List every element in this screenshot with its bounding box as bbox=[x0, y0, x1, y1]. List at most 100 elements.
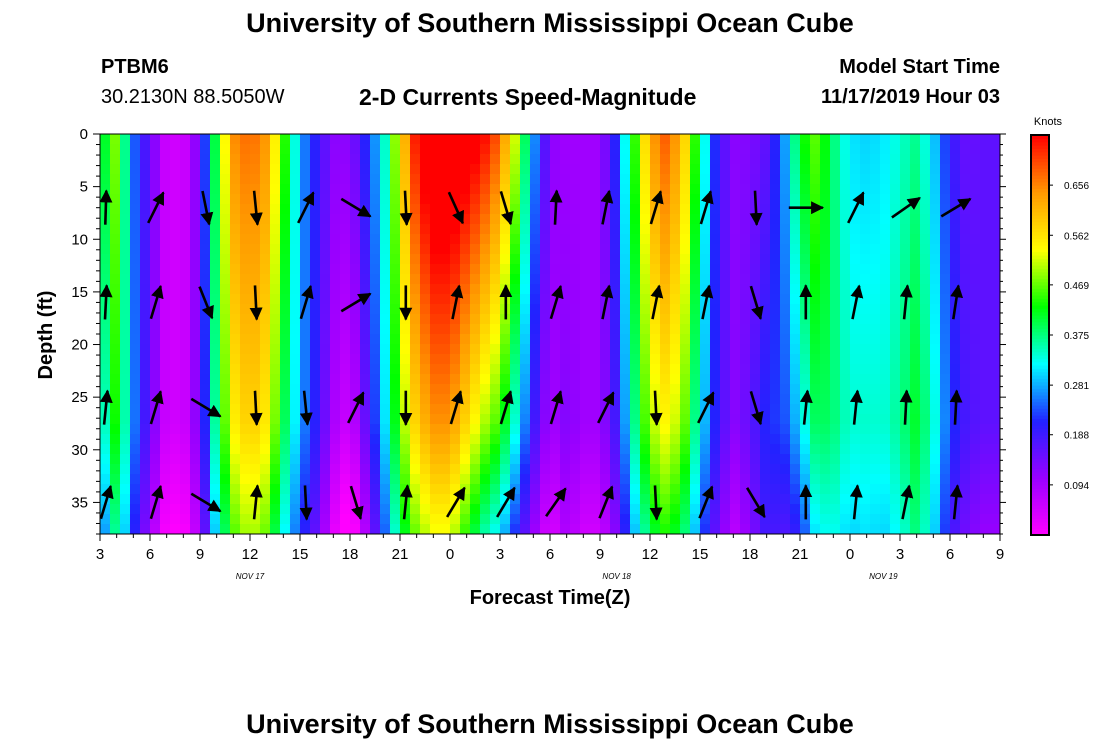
heatmap-cell bbox=[390, 174, 401, 185]
heatmap-cell bbox=[190, 154, 201, 165]
heatmap-cell bbox=[360, 334, 371, 345]
heatmap-cell bbox=[210, 214, 221, 225]
heatmap-cell bbox=[860, 364, 871, 375]
heatmap-cell bbox=[520, 394, 531, 405]
heatmap-cell bbox=[900, 214, 911, 225]
heatmap-cell bbox=[150, 174, 161, 185]
heatmap-cell bbox=[940, 324, 951, 335]
heatmap-cell bbox=[320, 474, 331, 485]
heatmap-cell bbox=[910, 144, 921, 155]
heatmap-cell bbox=[200, 264, 211, 275]
heatmap-cell bbox=[460, 304, 471, 315]
heatmap-cell bbox=[740, 304, 751, 315]
heatmap-cell bbox=[650, 354, 661, 365]
heatmap-cell bbox=[360, 394, 371, 405]
heatmap-cell bbox=[870, 344, 881, 355]
heatmap-cell bbox=[760, 464, 771, 475]
colorbar-tick-label: 0.094 bbox=[1064, 481, 1089, 492]
heatmap-cell bbox=[580, 344, 591, 355]
heatmap-cell bbox=[150, 154, 161, 165]
heatmap-cell bbox=[970, 344, 981, 355]
heatmap-cell bbox=[930, 244, 941, 255]
heatmap-cell bbox=[100, 464, 111, 475]
heatmap-cell bbox=[930, 454, 941, 465]
colorbar-segment bbox=[1031, 188, 1049, 193]
heatmap-cell bbox=[560, 344, 571, 355]
heatmap-cell bbox=[600, 524, 611, 534]
heatmap-cell bbox=[700, 464, 711, 475]
heatmap-cell bbox=[180, 174, 191, 185]
heatmap-cell bbox=[650, 224, 661, 235]
heatmap-cell bbox=[810, 174, 821, 185]
heatmap-cell bbox=[480, 194, 491, 205]
heatmap-cell bbox=[460, 164, 471, 175]
heatmap-cell bbox=[870, 404, 881, 415]
x-tick-label: 6 bbox=[146, 546, 154, 563]
heatmap-cell bbox=[140, 244, 151, 255]
heatmap-cell bbox=[940, 484, 951, 495]
heatmap-cell bbox=[140, 354, 151, 365]
heatmap-cell bbox=[940, 254, 951, 265]
heatmap-cell bbox=[330, 204, 341, 215]
heatmap-cell bbox=[840, 434, 851, 445]
heatmap-cell bbox=[430, 494, 441, 505]
heatmap-cell bbox=[800, 464, 811, 475]
heatmap-cell bbox=[260, 244, 271, 255]
heatmap-cell bbox=[470, 324, 481, 335]
heatmap-cell bbox=[630, 404, 641, 415]
heatmap-cell bbox=[940, 374, 951, 385]
heatmap-cell bbox=[170, 454, 181, 465]
heatmap-cell bbox=[280, 234, 291, 245]
heatmap-cell bbox=[890, 174, 901, 185]
heatmap-cell bbox=[290, 374, 301, 385]
heatmap-cell bbox=[670, 194, 681, 205]
heatmap-cell bbox=[930, 184, 941, 195]
heatmap-cell bbox=[640, 374, 651, 385]
heatmap-cell bbox=[350, 154, 361, 165]
heatmap-cell bbox=[720, 404, 731, 415]
heatmap-cell bbox=[100, 524, 111, 534]
heatmap-cell bbox=[970, 304, 981, 315]
heatmap-cell bbox=[520, 414, 531, 425]
heatmap-cell bbox=[520, 504, 531, 515]
heatmap-cell bbox=[340, 204, 351, 215]
heatmap-cell bbox=[570, 354, 581, 365]
heatmap-cell bbox=[810, 414, 821, 425]
colorbar-segment bbox=[1031, 161, 1049, 166]
chart-title: University of Southern Mississippi Ocean… bbox=[246, 8, 854, 38]
heatmap-cell bbox=[160, 444, 171, 455]
heatmap-cell bbox=[490, 354, 501, 365]
heatmap-cell bbox=[920, 524, 931, 534]
heatmap-cell bbox=[690, 454, 701, 465]
heatmap-cell bbox=[600, 254, 611, 265]
heatmap-cell bbox=[630, 144, 641, 155]
heatmap-cell bbox=[550, 524, 561, 534]
heatmap-cell bbox=[930, 294, 941, 305]
current-vector bbox=[600, 284, 614, 320]
heatmap-cell bbox=[450, 174, 461, 185]
heatmap-cell bbox=[140, 174, 151, 185]
heatmap-cell bbox=[330, 274, 341, 285]
heatmap-cell bbox=[610, 144, 621, 155]
heatmap-cell bbox=[980, 414, 991, 425]
heatmap-cell bbox=[110, 504, 121, 515]
heatmap-cell bbox=[850, 324, 861, 335]
heatmap-cell bbox=[760, 204, 771, 215]
heatmap-cell bbox=[360, 484, 371, 495]
heatmap-cell bbox=[610, 484, 621, 495]
heatmap-cell bbox=[730, 314, 741, 325]
current-vector bbox=[149, 390, 164, 425]
heatmap-cell bbox=[170, 464, 181, 475]
heatmap-cell bbox=[920, 454, 931, 465]
heatmap-cell bbox=[950, 154, 961, 165]
heatmap-cell bbox=[150, 494, 161, 505]
heatmap-cell bbox=[430, 364, 441, 375]
heatmap-cell bbox=[840, 214, 851, 225]
heatmap-cell bbox=[830, 284, 841, 295]
current-vector bbox=[499, 390, 514, 425]
heatmap-cell bbox=[200, 134, 211, 145]
heatmap-cell bbox=[960, 344, 971, 355]
colorbar-segment bbox=[1031, 248, 1049, 253]
heatmap-cell bbox=[950, 354, 961, 365]
heatmap-cell bbox=[170, 364, 181, 375]
